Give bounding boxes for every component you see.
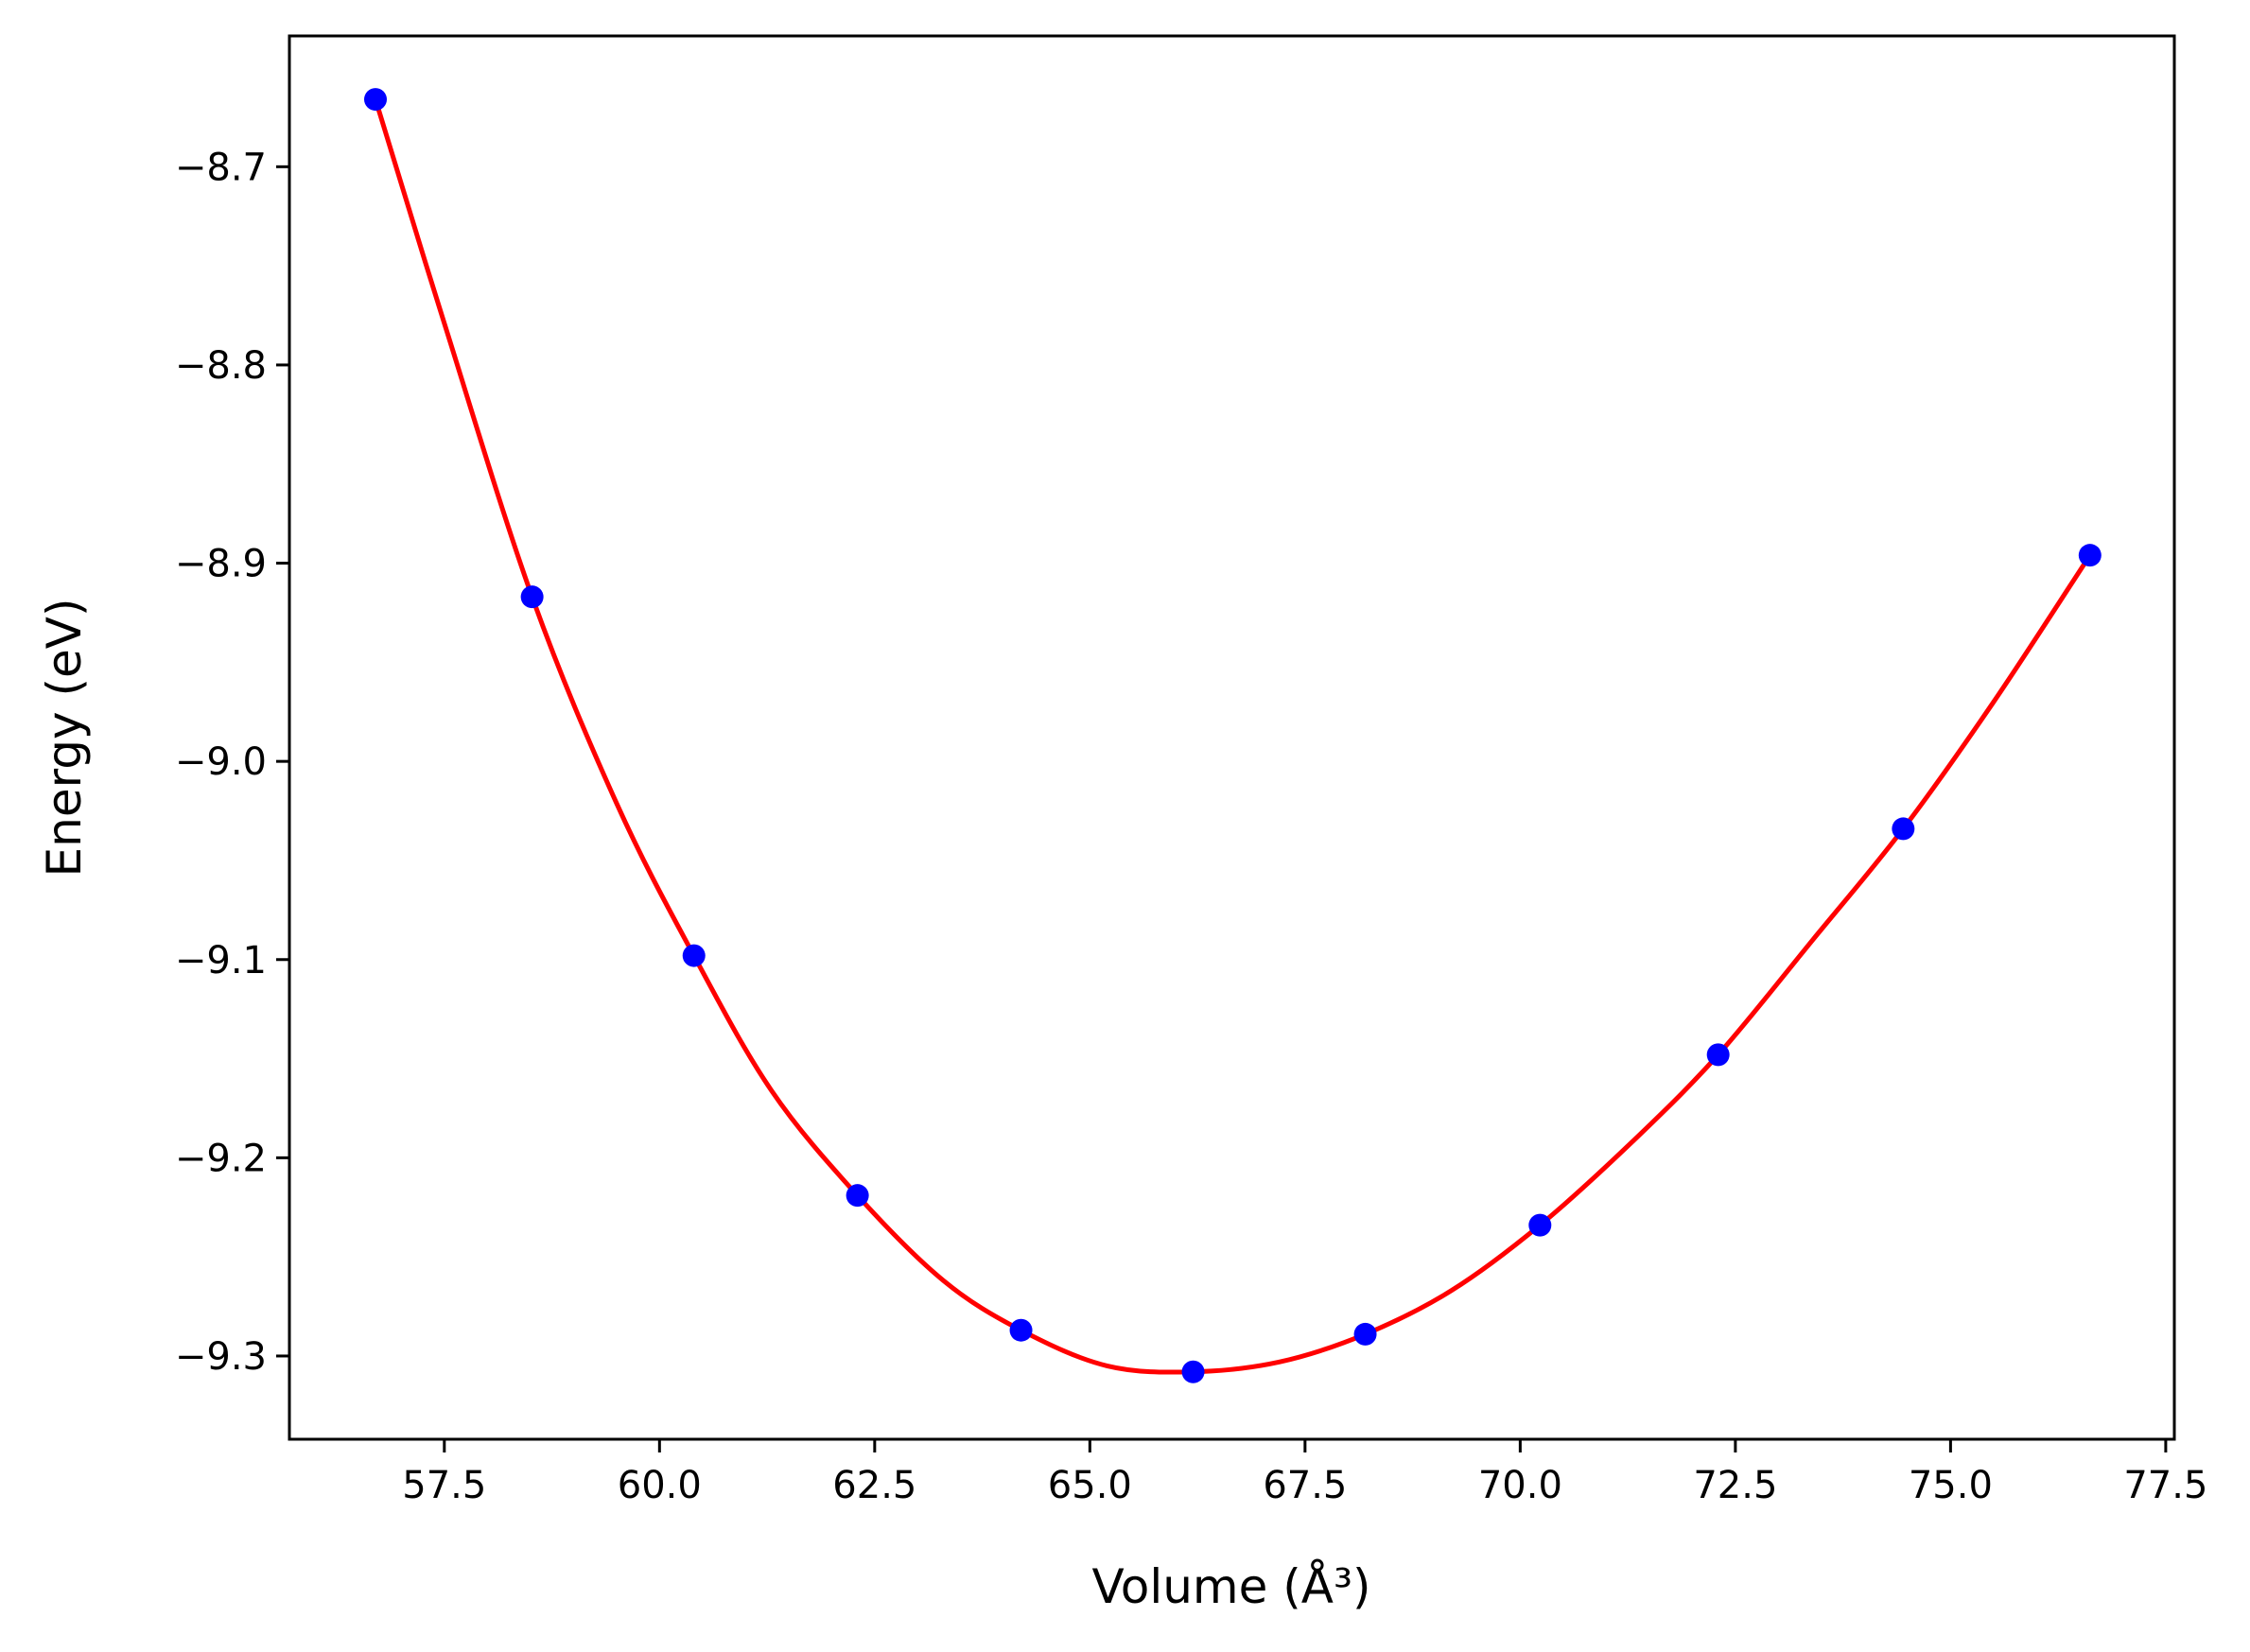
x-tick-label: 60.0 bbox=[618, 1464, 702, 1507]
data-point bbox=[846, 1184, 869, 1208]
data-point bbox=[1706, 1043, 1730, 1067]
y-axis-label: Energy (eV) bbox=[37, 599, 92, 878]
data-point bbox=[1353, 1322, 1377, 1346]
plot-area bbox=[364, 88, 2102, 1383]
x-tick-label: 62.5 bbox=[832, 1464, 916, 1507]
data-point bbox=[682, 944, 706, 967]
y-tick-label: −9.0 bbox=[175, 740, 267, 784]
y-tick-label: −8.9 bbox=[175, 543, 267, 586]
x-tick-label: 65.0 bbox=[1048, 1464, 1132, 1507]
x-tick-label: 67.5 bbox=[1263, 1464, 1347, 1507]
data-point bbox=[1528, 1213, 1552, 1237]
data-point bbox=[1181, 1360, 1205, 1383]
x-axis: 57.5 60.0 62.5 65.0 67.5 70.0 72.5 75.0 77.5 bbox=[402, 1439, 2207, 1507]
y-axis: −8.7 −8.8 −8.9 −9.0 −9.1 −9.2 −9.3 bbox=[175, 146, 289, 1379]
data-point bbox=[1892, 817, 1915, 841]
axes-frame bbox=[288, 34, 2176, 1441]
data-point bbox=[520, 585, 544, 609]
x-tick-label: 77.5 bbox=[2123, 1464, 2207, 1507]
x-tick-label: 75.0 bbox=[1909, 1464, 1993, 1507]
x-tick-label: 70.0 bbox=[1478, 1464, 1562, 1507]
x-tick-label: 72.5 bbox=[1693, 1464, 1777, 1507]
data-point bbox=[1009, 1318, 1033, 1342]
fit-curve bbox=[373, 98, 2092, 1375]
y-tick-label: −9.2 bbox=[175, 1137, 267, 1180]
y-tick-label: −8.8 bbox=[175, 344, 267, 388]
x-tick-label: 57.5 bbox=[402, 1464, 486, 1507]
y-tick-label: −8.7 bbox=[175, 146, 267, 189]
x-axis-label: Volume (Å³) bbox=[1091, 1559, 1370, 1614]
data-point bbox=[2078, 544, 2102, 567]
y-tick-label: −9.1 bbox=[175, 939, 267, 983]
y-tick-label: −9.3 bbox=[175, 1335, 267, 1379]
data-point bbox=[364, 88, 388, 112]
